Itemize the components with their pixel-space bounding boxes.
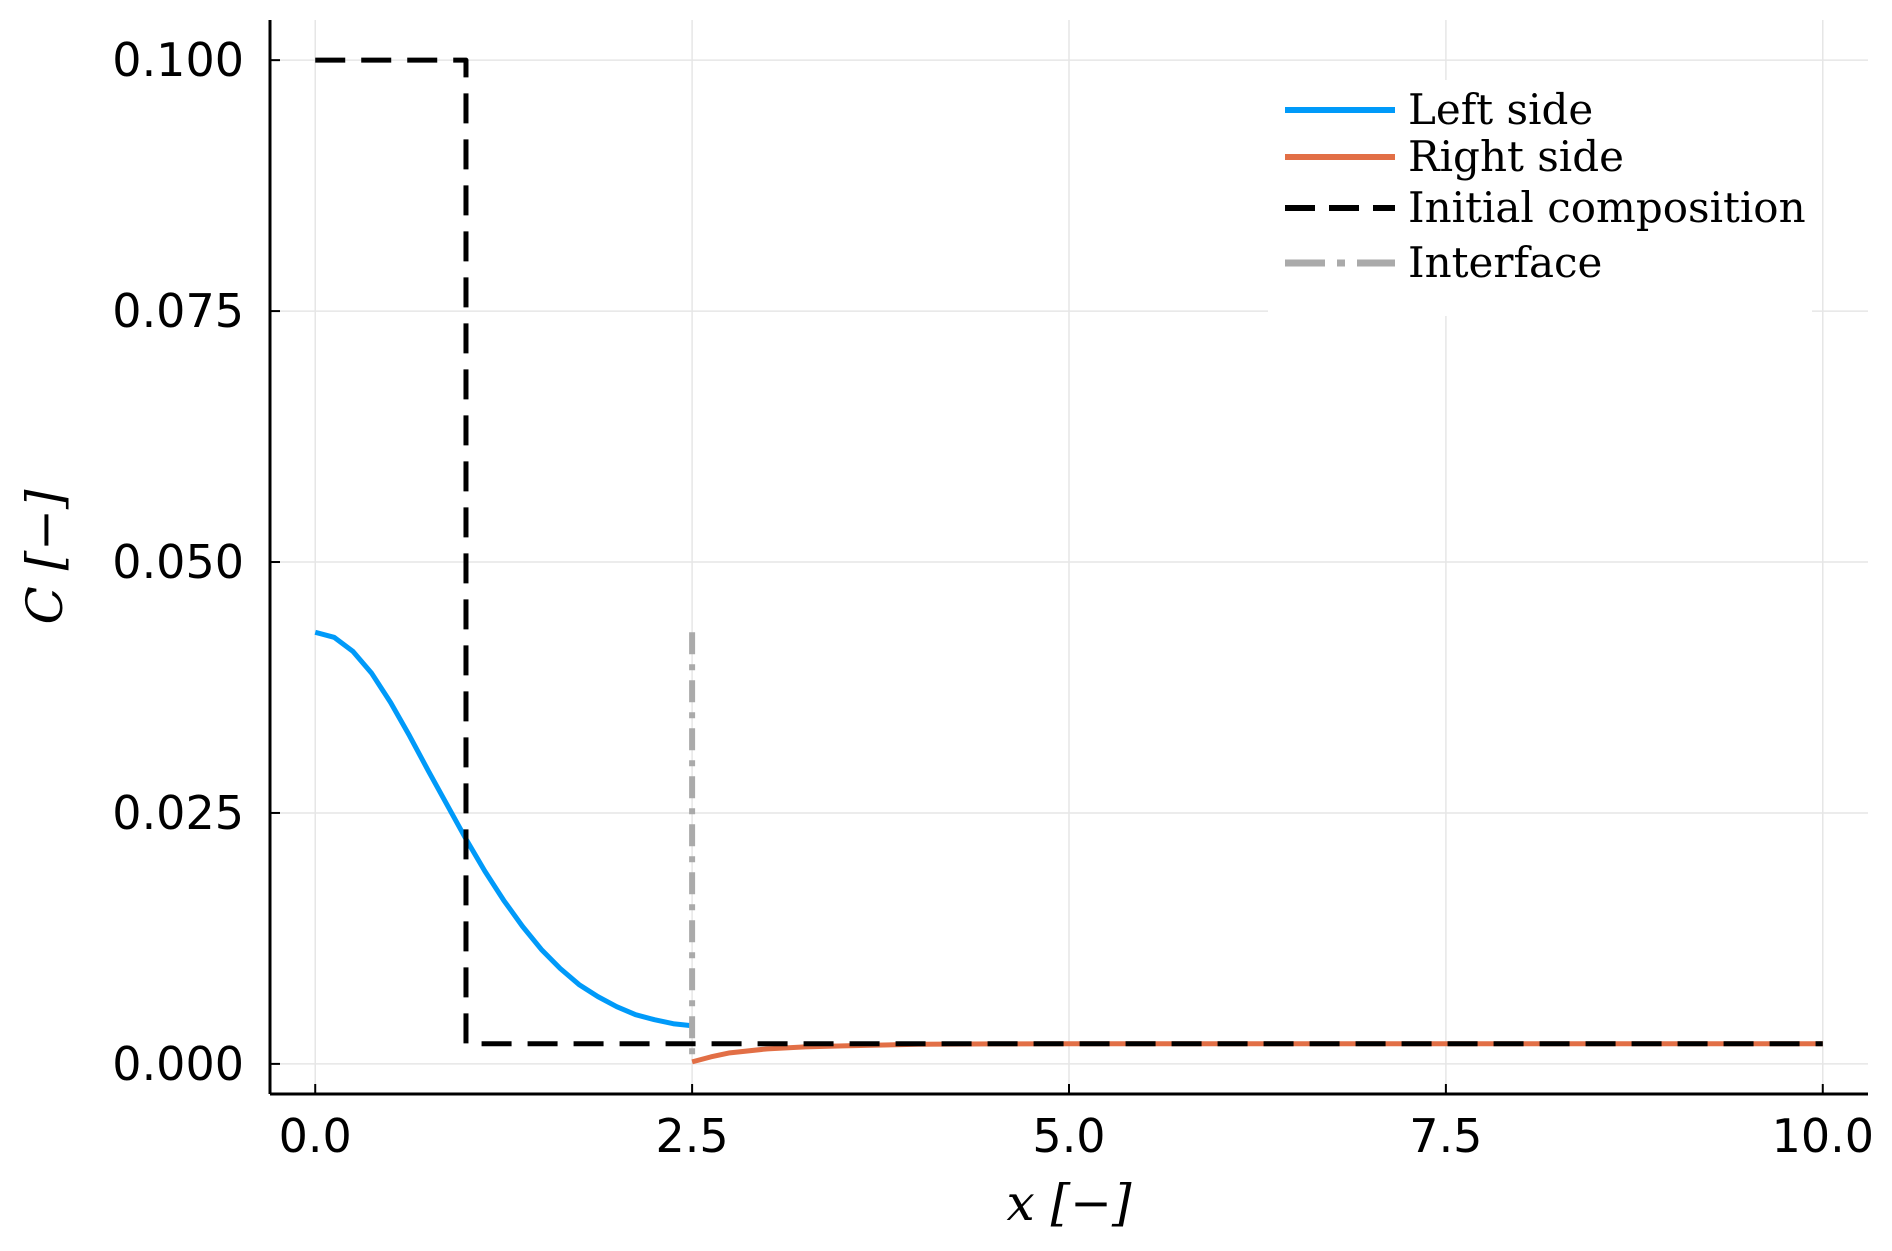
y-axis-label: C [−] [16,489,74,625]
legend-label: Initial composition [1408,183,1806,232]
axes [268,20,1868,1096]
legend-label: Interface [1408,238,1602,287]
grid [270,20,1868,1094]
y-tick-label: 0.075 [112,284,244,338]
legend-label: Right side [1408,132,1624,181]
y-tick-label: 0.025 [112,786,244,840]
x-tick-label: 7.5 [1409,1109,1482,1163]
series-line-left-side [314,629,693,1029]
plot-series [314,57,1823,1065]
legend-box [1268,80,1812,316]
tick-labels: 0.0 2.5 5.0 7.5 10.0 0.000 0.025 0.050 0.075 0.10… [112,33,1874,1163]
x-tick-label: 5.0 [1032,1109,1105,1163]
y-tick-label: 0.000 [112,1037,244,1091]
legend-label: Left side [1408,85,1593,134]
series-line-initial-composition [315,57,1823,1047]
x-tick-label: 2.5 [656,1109,729,1163]
x-axis-label: x [−] [1007,1174,1132,1232]
x-tick-label: 10.0 [1772,1109,1874,1163]
y-tick-label: 0.050 [112,535,244,589]
y-tick-label: 0.100 [112,33,244,87]
x-tick-label: 0.0 [279,1109,352,1163]
